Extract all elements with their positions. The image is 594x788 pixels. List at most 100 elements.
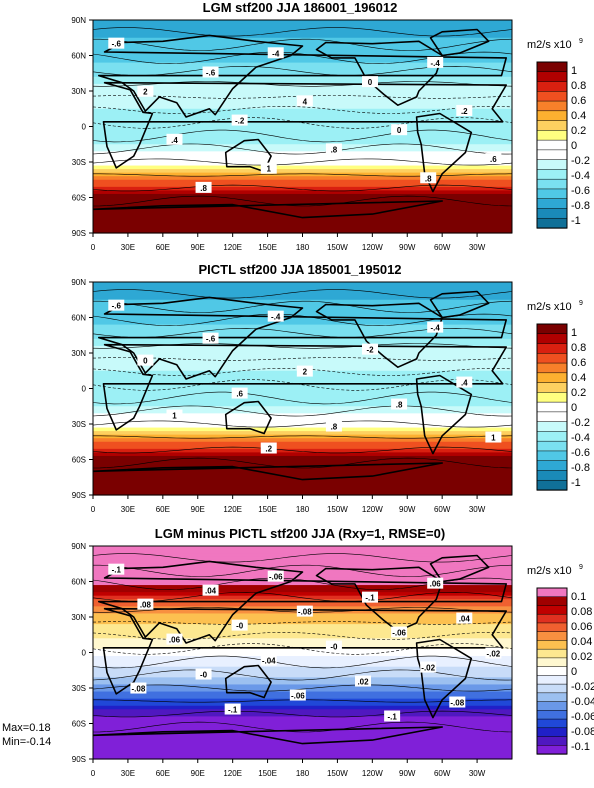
contour-label: .04 [459, 615, 471, 624]
colorbar-swatch [536, 130, 568, 141]
lon-tick-label: 150W [327, 769, 348, 778]
contour-label: .08 [140, 601, 152, 610]
colorbar-swatch [536, 81, 568, 92]
coastlines [92, 554, 507, 745]
lon-tick-label: 0 [91, 243, 96, 252]
contour-label: -0 [236, 622, 244, 631]
contour-label: 1 [172, 412, 177, 421]
colorbar-swatch [536, 169, 568, 180]
colorbar-swatch [536, 217, 568, 229]
contour-label: .2 [265, 445, 272, 454]
contour-band [93, 310, 512, 315]
lon-tick-label: 30E [121, 243, 135, 252]
contour-band [93, 20, 512, 25]
contour-label: -.02 [421, 664, 435, 673]
contour-band [93, 424, 512, 429]
eurasia-outline [98, 560, 507, 644]
colorbar-swatch [536, 149, 568, 161]
colorbar-tick-label: -0.8 [571, 200, 590, 212]
colorbar-tick-label: 0.04 [571, 636, 592, 648]
colorbar-swatch [536, 333, 568, 345]
contour-band [93, 588, 512, 593]
contour-line [92, 379, 512, 391]
contour-label: .6 [236, 390, 243, 399]
contour-band [93, 663, 512, 668]
contour-line [92, 158, 512, 166]
max-stat: Max=0.18 [2, 722, 51, 734]
contour-line [92, 684, 512, 692]
colorbar-swatch [536, 440, 568, 452]
lat-tick-label: 60S [72, 456, 86, 465]
contour-label-box [485, 153, 502, 165]
contour-label: .6 [490, 155, 497, 164]
contour-label-box [130, 682, 147, 694]
contour-band [93, 144, 512, 149]
contour-band [93, 190, 512, 195]
colorbar-tick-label: 0.1 [571, 591, 586, 603]
colorbar-swatch [536, 392, 568, 403]
contour-band [93, 76, 512, 81]
contour-band [93, 445, 512, 450]
contour-label: -.08 [450, 699, 464, 708]
colorbar-tick-label: 1 [571, 65, 577, 77]
colorbar-swatch [536, 710, 568, 720]
contour-label-box [384, 710, 401, 722]
contour-label-box [485, 647, 502, 659]
contour-label-box [427, 56, 444, 68]
lat-tick-label: 90N [71, 278, 86, 287]
colorbar-swatch [536, 61, 568, 73]
contour-label: -.6 [112, 302, 122, 311]
contour-label: 2 [143, 88, 148, 97]
coastlines [92, 28, 507, 219]
contour-label: .06 [169, 636, 181, 645]
contour-band [93, 602, 512, 607]
lon-tick-label: 0 [91, 505, 96, 514]
contour-band [93, 80, 512, 85]
colorbar-swatch [536, 100, 568, 112]
contour-label-box [362, 76, 379, 88]
greenland-outline [429, 290, 490, 319]
map-panel-2: PICTL stf200 JJA 185001_195012 -.6 -.4 -.4-… [0, 262, 594, 524]
lon-tick-label: 60W [434, 243, 451, 252]
contour-line [92, 669, 512, 681]
contour-band [93, 130, 512, 135]
contour-label: .06 [430, 580, 442, 589]
lon-tick-label: 120E [223, 505, 242, 514]
contour-band [93, 211, 512, 216]
colorbar-swatch [536, 198, 568, 210]
contour-band [93, 112, 512, 117]
contour-band [93, 399, 512, 404]
contour-band [93, 549, 512, 554]
lon-tick-label: 90E [191, 505, 205, 514]
lon-tick-label: 180 [296, 243, 310, 252]
contour-line [92, 420, 512, 428]
contour-line [92, 129, 512, 143]
contour-band [93, 172, 512, 177]
contour-band [93, 193, 512, 199]
contour-line [92, 457, 512, 469]
contour-band [93, 395, 512, 400]
colorbar-tick-label: -1 [571, 477, 581, 489]
contour-label-box [166, 633, 183, 645]
contour-band [93, 37, 512, 42]
colorbar-tick-label: 0 [571, 402, 577, 414]
contour-label-box [137, 598, 154, 610]
contour-band [93, 34, 512, 39]
contour-band [93, 296, 512, 301]
contour-band [93, 705, 512, 710]
contour-label-box [391, 124, 408, 136]
contour-label-box [267, 310, 284, 322]
greenland-outline [429, 28, 490, 57]
contour-label: -.6 [206, 69, 216, 78]
lon-tick-label: 180 [296, 505, 310, 514]
min-stat: Min=-0.14 [2, 736, 52, 748]
contour-label: -.2 [235, 117, 245, 126]
contour-band [93, 122, 512, 128]
colorbar-swatch [536, 622, 568, 633]
colorbar-swatch [536, 188, 568, 200]
contour-label-box [420, 661, 437, 673]
contour-band [93, 218, 512, 223]
north-america-outline [315, 302, 443, 368]
contour-band [93, 744, 512, 749]
contour-band [93, 225, 512, 231]
